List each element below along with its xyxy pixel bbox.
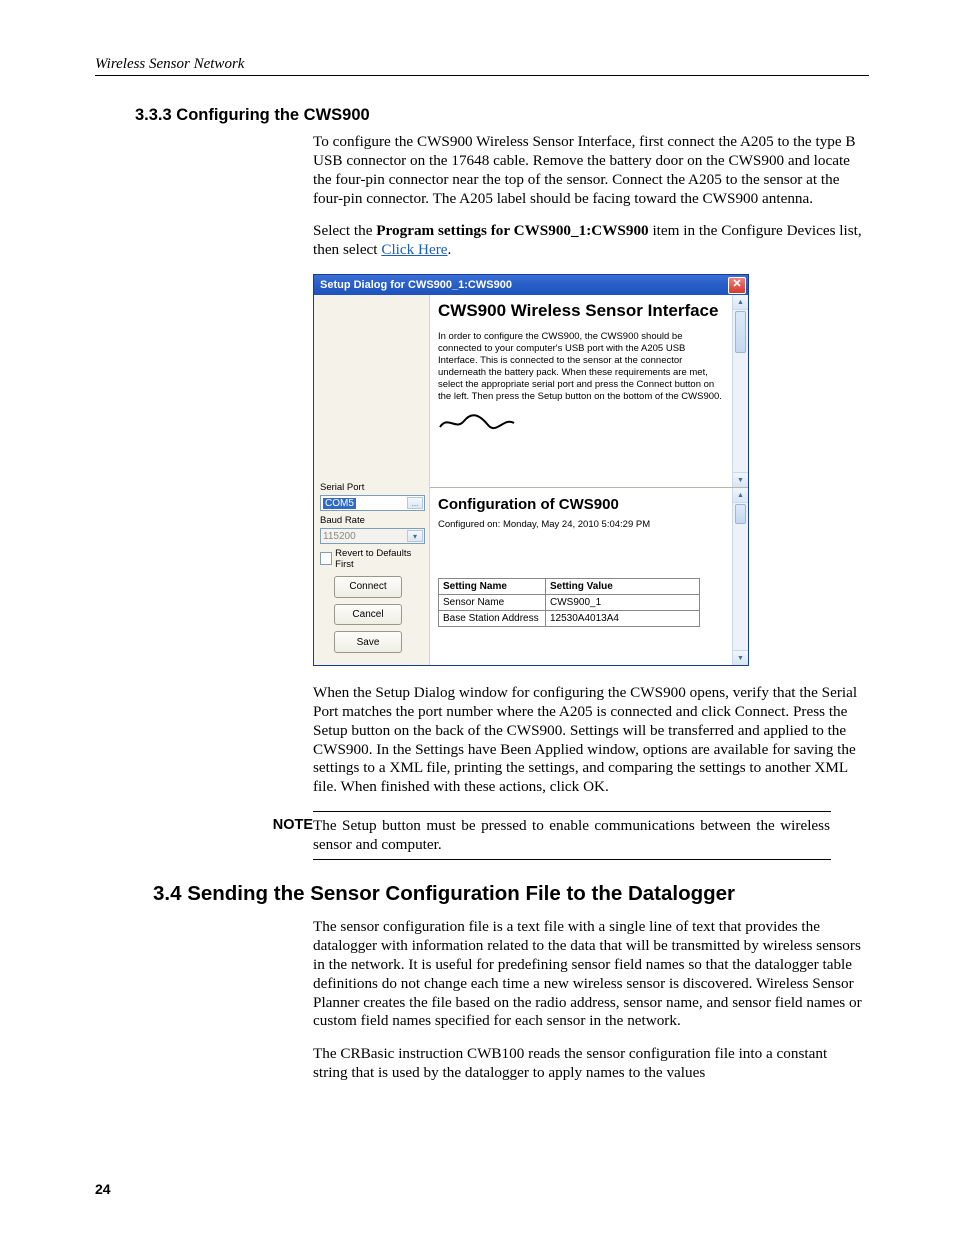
checkbox-icon[interactable] xyxy=(320,552,332,565)
right-panel-heading: CWS900 Wireless Sensor Interface xyxy=(438,301,740,321)
serial-port-input[interactable]: COM5 ... xyxy=(320,495,425,511)
serial-port-label: Serial Port xyxy=(320,482,425,493)
note-block: NOTE The Setup button must be pressed to… xyxy=(258,811,869,860)
close-icon xyxy=(733,279,741,287)
configuration-heading: Configuration of CWS900 xyxy=(438,496,740,513)
right-panel-text: In order to configure the CWS900, the CW… xyxy=(438,331,740,402)
header-rule xyxy=(95,75,869,76)
setup-dialog: Setup Dialog for CWS900_1:CWS900 Serial … xyxy=(313,274,749,666)
paragraph: The CRBasic instruction CWB100 reads the… xyxy=(95,1045,869,1083)
cell-base-station-value: 12530A4013A4 xyxy=(546,611,700,627)
bold-run: Program settings for CWS900_1:CWS900 xyxy=(376,222,648,239)
signature-squiggle xyxy=(438,413,740,431)
table-row: Sensor Name CWS900_1 xyxy=(439,595,700,611)
configured-on-text: Configured on: Monday, May 24, 2010 5:04… xyxy=(438,519,740,530)
cancel-button[interactable]: Cancel xyxy=(334,604,402,626)
revert-label: Revert to Defaults First xyxy=(335,548,425,570)
table-header-row: Setting Name Setting Value xyxy=(439,579,700,595)
cell-base-station-label: Base Station Address xyxy=(439,611,546,627)
close-button[interactable] xyxy=(728,277,746,294)
paragraph: To configure the CWS900 Wireless Sensor … xyxy=(95,133,869,208)
scroll-up-icon[interactable]: ▲ xyxy=(733,295,748,310)
th-setting-name: Setting Name xyxy=(439,579,546,595)
scroll-up-icon[interactable]: ▲ xyxy=(733,488,748,503)
connect-button[interactable]: Connect xyxy=(334,576,402,598)
link-click-here[interactable]: Click Here xyxy=(381,241,447,258)
baud-rate-select[interactable]: 115200 ▾ xyxy=(320,528,425,544)
table-row: Base Station Address 12530A4013A4 xyxy=(439,611,700,627)
dialog-left-panel: Serial Port COM5 ... Baud Rate 115200 ▾ … xyxy=(314,295,430,665)
baud-rate-value: 115200 xyxy=(323,531,356,542)
scroll-down-icon[interactable]: ▼ xyxy=(733,650,748,665)
scroll-down-icon[interactable]: ▼ xyxy=(733,472,748,487)
scrollbar-thumb[interactable] xyxy=(735,504,746,524)
th-setting-value: Setting Value xyxy=(546,579,700,595)
scrollbar-thumb[interactable] xyxy=(735,311,746,353)
browse-button[interactable]: ... xyxy=(407,497,423,509)
dialog-title: Setup Dialog for CWS900_1:CWS900 xyxy=(320,279,728,291)
heading-3-4: 3.4 Sending the Sensor Configuration Fil… xyxy=(153,882,869,906)
text-run: . xyxy=(448,241,452,258)
heading-3-3-3: 3.3.3 Configuring the CWS900 xyxy=(135,106,869,125)
save-button[interactable]: Save xyxy=(334,631,402,653)
revert-checkbox-row[interactable]: Revert to Defaults First xyxy=(320,548,425,570)
baud-rate-label: Baud Rate xyxy=(320,515,425,526)
text-run: Select the xyxy=(313,222,376,239)
page-number: 24 xyxy=(95,1181,111,1197)
scrollbar[interactable]: ▲ ▼ xyxy=(732,295,748,487)
paragraph: Select the Program settings for CWS900_1… xyxy=(95,222,869,260)
running-header: Wireless Sensor Network xyxy=(95,56,869,75)
serial-port-value: COM5 xyxy=(323,498,356,509)
cell-sensor-name-label: Sensor Name xyxy=(439,595,546,611)
note-label: NOTE xyxy=(258,811,313,860)
note-body: The Setup button must be pressed to enab… xyxy=(313,811,831,860)
chevron-down-icon: ▾ xyxy=(407,530,423,542)
dialog-titlebar: Setup Dialog for CWS900_1:CWS900 xyxy=(314,275,748,295)
dialog-right-panel: CWS900 Wireless Sensor Interface In orde… xyxy=(430,295,748,665)
paragraph: When the Setup Dialog window for configu… xyxy=(95,684,869,797)
scrollbar[interactable]: ▲ ▼ xyxy=(732,488,748,665)
settings-table: Setting Name Setting Value Sensor Name C… xyxy=(438,578,700,627)
paragraph: The sensor configuration file is a text … xyxy=(95,918,869,1031)
cell-sensor-name-value: CWS900_1 xyxy=(546,595,700,611)
